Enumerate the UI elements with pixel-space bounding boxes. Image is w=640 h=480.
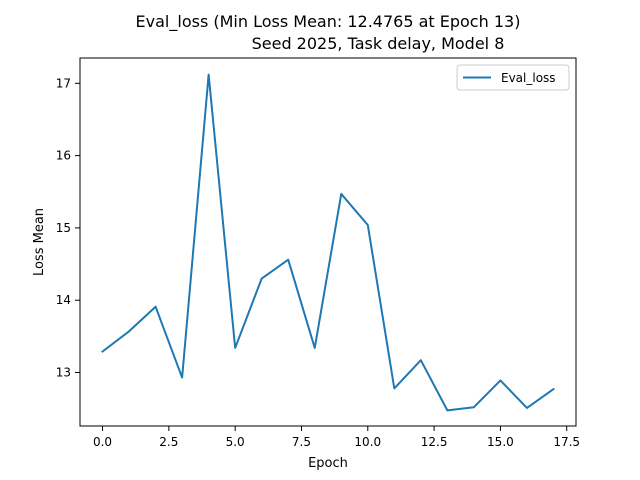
x-tick-label: 0.0 <box>93 435 112 449</box>
x-axis-label: Epoch <box>308 456 348 471</box>
chart-title-line2: Seed 2025, Task delay, Model 8 <box>252 34 505 53</box>
y-tick-label: 14 <box>56 293 71 307</box>
y-tick-label: 16 <box>56 149 71 163</box>
x-tick-label: 12.5 <box>421 435 448 449</box>
y-tick-label: 15 <box>56 221 71 235</box>
series-line-0 <box>101 73 555 412</box>
y-axis-label: Loss Mean <box>32 208 47 276</box>
legend-box <box>456 64 570 91</box>
x-tick-label: 17.5 <box>553 435 580 449</box>
x-tick-label: 2.5 <box>159 435 178 449</box>
plot-area: 0.0 2.5 5.0 7.5 10.0 12.5 15.0 17.5 13 14 15 16 17 Ev… <box>56 57 580 449</box>
x-tick-label: 5.0 <box>226 435 245 449</box>
chart-title-line1: Eval_loss (Min Loss Mean: 12.4765 at Epo… <box>136 12 521 32</box>
y-tick-label: 13 <box>56 365 71 379</box>
x-tick-label: 10.0 <box>354 435 381 449</box>
x-tick-label: 7.5 <box>292 435 311 449</box>
x-tick-label: 15.0 <box>487 435 514 449</box>
y-tick-label: 17 <box>56 76 71 90</box>
axes-frame <box>79 57 577 427</box>
legend-label: Eval_loss <box>501 71 556 85</box>
